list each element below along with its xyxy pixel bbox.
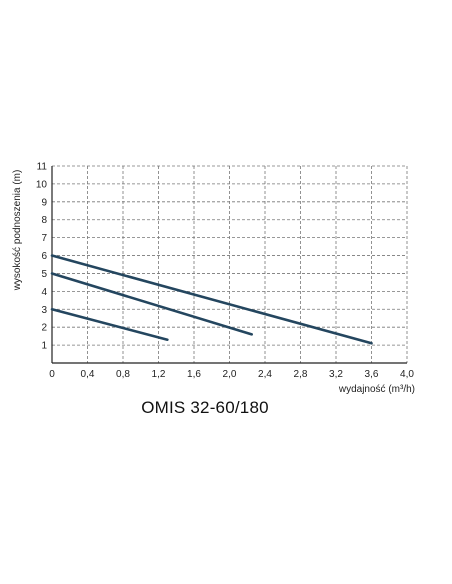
x-tick-label: 4,0 [400, 369, 414, 380]
y-axis-label: wysokość podnoszenia (m) [12, 170, 23, 292]
x-tick-label: 2,0 [223, 369, 237, 380]
y-tick-label: 6 [41, 251, 47, 262]
y-tick-label: 8 [41, 215, 47, 226]
x-tick-label: 3,2 [329, 369, 343, 380]
y-tick-label: 1 [41, 341, 47, 352]
x-tick-label: 1,2 [152, 369, 166, 380]
axes [51, 166, 407, 364]
y-tick-label: 3 [41, 305, 47, 316]
x-tick-label: 3,6 [365, 369, 379, 380]
y-tick-label: 11 [37, 162, 48, 173]
x-tick-label: 0,4 [81, 369, 95, 380]
chart-title: OMIS 32-60/180 [141, 398, 269, 417]
series-line-2 [50, 272, 253, 336]
series-line-3 [50, 307, 169, 342]
x-axis-label: wydajność (m³/h) [338, 384, 415, 395]
tick-labels: 0 0,4 0,8 1,2 1,6 2,0 2,4 2,8 3,2 3,6 4,0 1 2 3 4 5 6 7 8 9… [36, 162, 415, 381]
y-tick-label: 5 [41, 269, 47, 280]
y-tick-label: 10 [36, 179, 48, 190]
series-line-1 [50, 254, 373, 345]
y-tick-label: 7 [41, 233, 47, 244]
x-tick-label: 2,8 [294, 369, 308, 380]
series [50, 254, 373, 345]
y-tick-label: 9 [41, 197, 47, 208]
y-tick-label: 2 [41, 323, 47, 334]
x-tick-label: 2,4 [258, 369, 272, 380]
y-tick-label: 4 [41, 287, 47, 298]
grid [52, 165, 408, 363]
x-tick-label: 0,8 [116, 369, 130, 380]
x-tick-label: 0 [49, 369, 55, 380]
x-tick-label: 1,6 [187, 369, 201, 380]
